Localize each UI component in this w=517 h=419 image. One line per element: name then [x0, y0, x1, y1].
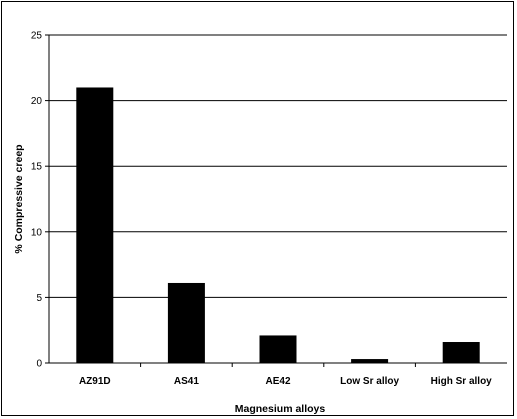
axes [48, 35, 507, 364]
y-tick-labels: 0 5 10 15 20 25 [31, 31, 43, 370]
y-tick-label: 5 [36, 293, 42, 304]
bar-ae42 [259, 335, 297, 363]
x-tick-label: AE42 [265, 376, 290, 387]
y-tick-label: 0 [36, 359, 42, 370]
bar-az91d [76, 87, 114, 363]
y-tick-label: 15 [31, 162, 43, 173]
bar-low-sr-alloy [351, 359, 389, 363]
x-axis-title: Magnesium alloys [235, 403, 326, 415]
x-tick-label: Low Sr alloy [340, 376, 399, 387]
bar-high-sr-alloy [442, 342, 480, 363]
x-tick-labels: AZ91D AS41 AE42 Low Sr alloy High Sr alloy [79, 376, 492, 387]
y-tick-label: 20 [31, 96, 43, 107]
x-tick-label: AS41 [174, 376, 199, 387]
y-axis-title: % Compressive creep [13, 144, 25, 253]
bar-as41 [167, 282, 205, 363]
x-tick-label: High Sr alloy [431, 376, 493, 387]
y-tick-label: 10 [31, 227, 43, 238]
gridlines [45, 34, 507, 367]
bars [76, 87, 480, 363]
y-tick-label: 25 [31, 31, 43, 42]
x-tick-label: AZ91D [79, 376, 111, 387]
